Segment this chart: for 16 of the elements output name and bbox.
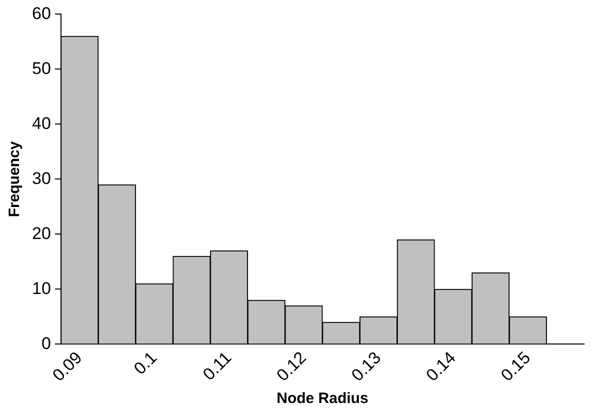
x-axis-title: Node Radius — [276, 390, 368, 408]
y-tick-label: 30 — [32, 168, 51, 188]
y-tick-label: 20 — [32, 224, 51, 243]
x-tick-label: 0.1 — [130, 348, 160, 378]
y-tick-label: 0 — [41, 334, 51, 353]
x-tick-label: 0.12 — [273, 348, 310, 385]
x-tick-label: 0.13 — [348, 348, 385, 385]
x-tick-label: 0.09 — [48, 348, 86, 385]
y-axis-title: Frequency — [6, 140, 24, 218]
x-tick-label: 0.14 — [422, 348, 460, 385]
y-tick-label: 50 — [32, 58, 51, 78]
y-tick-label: 10 — [32, 278, 51, 298]
y-tick-label: 40 — [32, 114, 51, 133]
x-tick-label: 0.15 — [497, 348, 534, 385]
x-tick-label: 0.11 — [199, 348, 236, 384]
y-tick-label: 60 — [32, 4, 51, 23]
